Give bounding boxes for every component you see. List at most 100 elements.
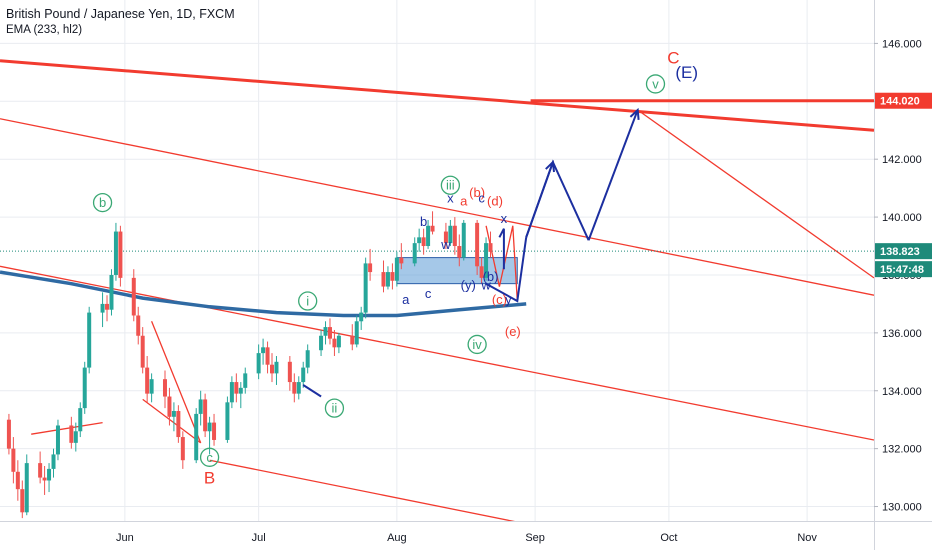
- wave-label: B: [204, 468, 215, 487]
- wave-label-circle: [324, 398, 345, 418]
- wave-label: b: [420, 214, 427, 229]
- candle-body: [270, 364, 275, 374]
- candle-body: [484, 243, 489, 278]
- y-tick-label: 130.000: [882, 502, 922, 514]
- wave-blue-zigzag: [485, 237, 528, 303]
- wave-label: c: [425, 286, 432, 301]
- candle-body: [194, 413, 199, 461]
- candle-body: [51, 454, 56, 469]
- last-price-tag: 138.823: [880, 246, 920, 258]
- wave-label: ii: [332, 401, 338, 416]
- wave-label: c: [206, 450, 213, 465]
- candle-body: [78, 408, 83, 432]
- mid-channel: [0, 118, 874, 296]
- forecast-arrow-2: [587, 109, 639, 241]
- candle-body: [385, 272, 390, 287]
- candle-body: [131, 277, 136, 316]
- candle-body: [229, 382, 234, 403]
- candle-body: [238, 387, 243, 394]
- y-tick-label: 134.000: [882, 386, 922, 398]
- countdown-tag: 15:47:48: [880, 264, 924, 276]
- wave-label: (E): [675, 63, 698, 82]
- candle-body: [180, 437, 185, 461]
- forecast-arrow-1: [525, 161, 554, 238]
- wave-label-circle: [440, 175, 461, 195]
- mid-parallel: [0, 265, 874, 441]
- candle-body: [394, 257, 399, 281]
- candle-body: [212, 422, 217, 440]
- candle-body: [421, 237, 426, 247]
- candle-body: [145, 367, 150, 394]
- wave-label: (c): [492, 292, 507, 307]
- candle-body: [296, 382, 301, 394]
- candle-body: [319, 335, 324, 351]
- candle-body: [162, 379, 167, 397]
- x-tick-label: Nov: [797, 532, 817, 544]
- countdown-tag-bg: [875, 261, 932, 278]
- y-tick-label: 146.000: [882, 38, 922, 50]
- candle-body: [38, 463, 43, 478]
- level-price-tag: 144.020: [880, 96, 920, 108]
- wave-label: iii: [446, 178, 455, 193]
- y-tick-label: 136.000: [882, 328, 922, 340]
- candle-body: [55, 425, 60, 455]
- forecast-arrow-1-head: [545, 159, 555, 173]
- y-tick-label: 132.000: [882, 444, 922, 456]
- candle-body: [461, 222, 466, 258]
- wave-label: C: [667, 49, 679, 68]
- x-tick-label: Oct: [660, 532, 677, 544]
- candle-body: [327, 327, 332, 339]
- upper-channel: [0, 59, 874, 132]
- forecast-arrow-2-head: [629, 107, 640, 120]
- candle-body: [203, 399, 208, 432]
- wave-label: x: [501, 211, 508, 226]
- candle-body: [448, 225, 453, 244]
- candle-body: [368, 263, 373, 273]
- candle-body: [390, 272, 395, 281]
- y-tick-label: 140.000: [882, 212, 922, 224]
- candle-body: [15, 471, 20, 490]
- candle-body: [225, 402, 230, 440]
- wave-label: a: [460, 194, 468, 209]
- candle-body: [363, 263, 368, 313]
- candle-body: [100, 303, 105, 313]
- candle-body: [256, 353, 261, 374]
- candle-body: [475, 222, 480, 267]
- candle-body: [261, 347, 266, 354]
- candle-body: [359, 312, 364, 322]
- candle-body: [332, 338, 337, 348]
- forecast-red: [587, 108, 874, 279]
- wave-c-drop-a: [150, 321, 202, 444]
- ema-line: [0, 270, 527, 318]
- candle-body: [417, 237, 422, 244]
- x-tick-label: Jul: [252, 532, 266, 544]
- candle-body: [443, 231, 448, 244]
- x-tick-label: Aug: [387, 532, 407, 544]
- candle-body: [198, 399, 203, 414]
- candle-body: [287, 361, 292, 383]
- candle-body: [109, 274, 114, 310]
- candle-body: [136, 315, 141, 336]
- candle-body: [381, 272, 386, 287]
- wave-label: b: [99, 195, 106, 210]
- wave-label: y: [505, 292, 512, 307]
- candle-body: [274, 361, 279, 374]
- candle-body: [11, 448, 16, 472]
- candle-body: [412, 243, 417, 264]
- candle-body: [323, 327, 328, 336]
- wave-label: (b): [469, 185, 485, 200]
- wave-label-circle: [298, 291, 318, 311]
- candle-body: [488, 243, 493, 252]
- candle-body: [171, 411, 176, 417]
- candle-body: [234, 382, 239, 394]
- candle-body: [430, 225, 435, 232]
- level-price-tag-bg: [875, 92, 932, 109]
- wave-c-drop-b: [142, 398, 202, 444]
- wave-c-short: [31, 421, 103, 435]
- candle-body: [292, 382, 297, 394]
- candle-body: [479, 266, 484, 278]
- symbol-title: British Pound / Japanese Yen, 1D, FXCM: [6, 7, 235, 21]
- candle-body: [354, 321, 359, 345]
